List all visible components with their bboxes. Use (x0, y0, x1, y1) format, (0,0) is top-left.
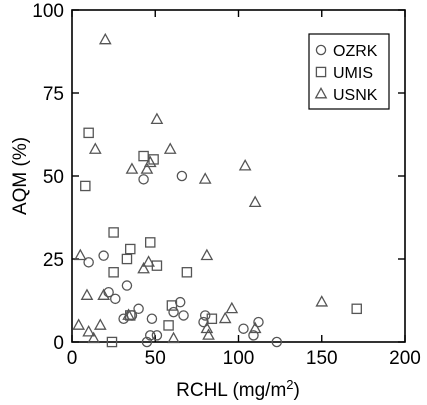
umis-square-marker (108, 267, 119, 278)
ozrk-circle-marker (168, 306, 179, 318)
usnk-triangle-marker (238, 158, 252, 171)
umis-square-marker (138, 150, 149, 162)
legend-triangle-icon (314, 86, 328, 99)
x-axis-title: RCHL (mg/m2) (176, 377, 300, 401)
x-tick-label: 150 (306, 348, 338, 369)
usnk-triangle-marker (198, 172, 212, 184)
ozrk-circle-marker (174, 296, 186, 308)
y-tick-label: 100 (32, 1, 64, 22)
umis-square-marker (121, 253, 133, 265)
ozrk-circle-marker (238, 323, 249, 334)
ozrk-circle-marker (121, 280, 133, 291)
ozrk-circle-marker (98, 250, 109, 261)
ozrk-circle-marker (178, 310, 189, 321)
umis-square-marker (108, 227, 119, 238)
series-umis (80, 127, 362, 348)
y-tick-label: 50 (43, 167, 64, 188)
usnk-triangle-marker (93, 318, 107, 330)
ozrk-circle-marker (248, 330, 259, 341)
umis-square-marker (166, 300, 178, 311)
x-tick-label: 100 (223, 348, 255, 369)
series-usnk (72, 32, 329, 344)
usnk-triangle-marker (167, 331, 180, 344)
y-tick-label: 75 (43, 84, 64, 105)
legend-square-icon (315, 66, 327, 78)
umis-square-marker (206, 313, 218, 325)
ozrk-circle-marker (141, 336, 153, 348)
usnk-triangle-marker (150, 112, 164, 125)
ozrk-circle-marker (176, 170, 188, 182)
y-tick-label: 25 (43, 250, 64, 271)
usnk-triangle-marker (72, 318, 86, 330)
legend-box (308, 33, 390, 110)
legend-label-umis: UMIS (333, 65, 373, 82)
umis-square-marker (83, 127, 94, 139)
usnk-triangle-marker (73, 248, 87, 261)
ozrk-circle-marker (83, 257, 94, 268)
umis-square-marker (145, 237, 156, 248)
usnk-triangle-marker (163, 142, 177, 154)
ozrk-circle-marker (271, 336, 283, 348)
umis-square-marker (351, 303, 362, 315)
y-tick-label: 0 (53, 333, 64, 354)
umis-square-marker (125, 243, 136, 255)
usnk-triangle-marker (218, 311, 232, 324)
ozrk-circle-marker (199, 310, 211, 321)
x-tick-label: 0 (67, 348, 78, 369)
legend-circle-icon (315, 44, 327, 56)
legend-label-ozrk: OZRK (333, 43, 378, 60)
legend-label-usnk: USNK (333, 87, 378, 104)
usnk-triangle-marker (97, 288, 110, 300)
x-tick-label: 50 (145, 348, 166, 369)
usnk-triangle-marker (80, 288, 94, 300)
usnk-triangle-marker (202, 328, 215, 340)
usnk-triangle-marker (248, 321, 262, 334)
usnk-triangle-marker (248, 195, 262, 208)
ozrk-circle-marker (253, 316, 264, 328)
ozrk-circle-marker (138, 174, 149, 185)
usnk-triangle-marker (82, 324, 96, 337)
usnk-triangle-marker (125, 162, 139, 174)
ozrk-circle-marker (146, 313, 158, 325)
y-axis-title: AQM (%) (10, 137, 31, 215)
usnk-triangle-marker (140, 162, 154, 174)
usnk-triangle-marker (225, 301, 239, 314)
usnk-triangle-marker (200, 248, 214, 261)
x-axis-title-superscript: 2 (286, 377, 293, 392)
ozrk-circle-marker (133, 303, 144, 315)
usnk-triangle-marker (137, 261, 150, 274)
axis-ticks: 0 50 100 150 200 0 25 50 75 100 (32, 1, 421, 369)
data-points (72, 32, 362, 348)
ozrk-circle-marker (145, 330, 156, 341)
umis-square-marker (163, 320, 174, 331)
ozrk-circle-marker (151, 330, 163, 341)
umis-square-marker (80, 180, 91, 192)
umis-square-marker (106, 336, 118, 348)
usnk-triangle-marker (315, 295, 329, 307)
umis-square-marker (181, 267, 193, 278)
usnk-triangle-marker (122, 308, 135, 320)
ozrk-circle-marker (198, 316, 209, 328)
ozrk-circle-marker (103, 286, 114, 298)
usnk-triangle-marker (142, 255, 155, 267)
usnk-triangle-marker (143, 155, 157, 168)
ozrk-circle-marker (110, 293, 121, 305)
usnk-triangle-marker (88, 142, 102, 154)
series-ozrk (83, 170, 283, 348)
usnk-triangle-marker (98, 32, 112, 45)
usnk-triangle-marker (87, 331, 100, 344)
legend: OZRK UMIS USNK (308, 33, 390, 110)
x-tick-label: 200 (389, 348, 421, 369)
